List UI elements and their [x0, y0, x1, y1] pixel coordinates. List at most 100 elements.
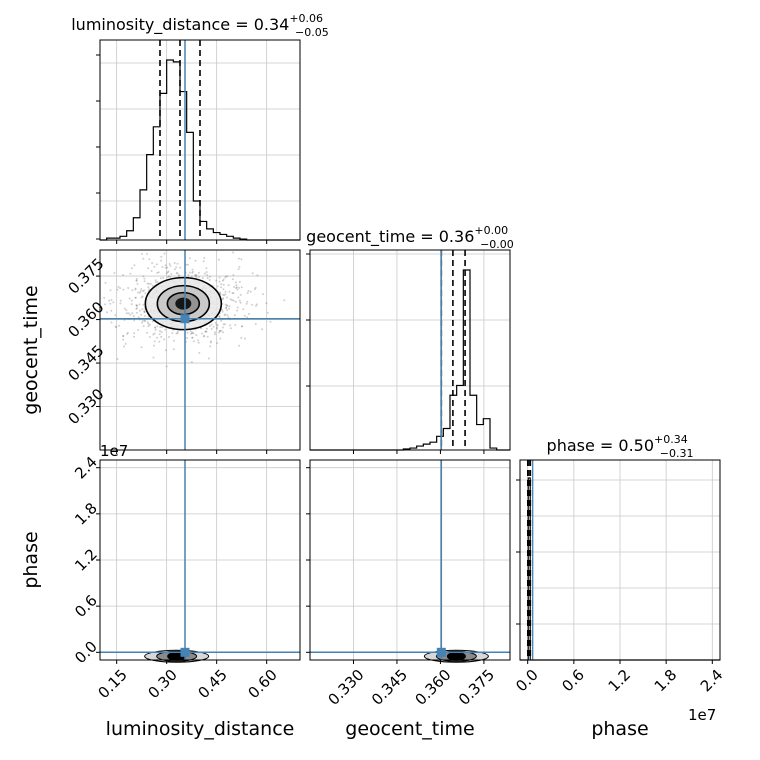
lg-scatter-point — [246, 300, 249, 303]
lg-scatter-point — [106, 311, 108, 314]
lg-scatter-point — [238, 280, 241, 283]
lp-scatter-ytick-label-4: 2.4 — [71, 453, 101, 483]
lg-scatter-point — [209, 275, 212, 278]
lg-scatter-point — [178, 274, 181, 277]
lg-scatter-point — [245, 302, 248, 305]
lg-scatter-point — [114, 325, 117, 328]
lg-scatter-point — [251, 272, 254, 275]
lg-scatter-point — [123, 307, 126, 310]
lg-scatter-point — [154, 328, 157, 331]
lg-scatter-point — [119, 302, 122, 305]
lg-scatter-point — [161, 266, 164, 268]
lg-scatter-point — [229, 298, 232, 301]
lg-scatter-point — [194, 273, 197, 276]
lg-scatter-point — [213, 333, 216, 336]
lg-scatter-point — [222, 331, 224, 334]
lg-scatter-point — [104, 281, 107, 284]
lg-scatter-point — [221, 309, 224, 311]
lg-scatter-point — [225, 306, 228, 309]
ylabel-phase: phase — [20, 531, 42, 588]
lg-scatter-point — [167, 270, 170, 273]
lg-scatter-point — [236, 309, 239, 312]
lg-scatter-point — [190, 275, 193, 278]
lg-scatter-point — [226, 304, 229, 307]
lg-scatter-point — [175, 271, 178, 274]
lg-scatter-point — [215, 327, 218, 330]
lg-scatter-point — [179, 266, 182, 269]
lg-scatter-point — [241, 325, 244, 328]
lg-scatter-point — [216, 285, 219, 288]
lg-scatter-point — [228, 305, 231, 308]
lg-scatter-point — [248, 312, 250, 315]
lg-scatter-point — [191, 331, 194, 334]
lg-scatter-point — [154, 279, 157, 282]
lg-scatter-point — [116, 288, 119, 291]
lg-scatter-point — [228, 290, 231, 293]
lg-scatter-point — [151, 320, 154, 323]
lg-scatter-point — [135, 304, 138, 307]
lg-scatter-point — [122, 334, 125, 337]
lg-scatter-point — [146, 282, 149, 285]
lg-scatter-point — [169, 275, 172, 278]
lg-scatter-point — [227, 284, 230, 287]
lg-scatter-point — [218, 330, 221, 332]
lg-scatter-point — [224, 290, 227, 293]
lg-scatter-point — [163, 338, 166, 341]
lg-scatter-point — [164, 328, 167, 331]
lg-scatter-point — [247, 289, 250, 292]
lg-scatter-point — [173, 339, 175, 342]
lg-scatter-point — [218, 331, 220, 334]
lg-scatter-point — [153, 332, 156, 335]
lg-scatter-point — [232, 251, 235, 254]
lg-scatter-point — [141, 295, 144, 298]
lg-scatter-point — [220, 329, 223, 332]
lg-scatter-point — [139, 309, 141, 312]
lg-scatter-point — [148, 258, 151, 261]
lg-scatter-point — [221, 310, 224, 313]
lg-scatter-point — [136, 307, 139, 310]
lg-scatter-point — [126, 332, 129, 335]
lg-scatter-point — [186, 337, 189, 339]
lg-scatter-point — [239, 301, 242, 304]
lg-scatter-point — [160, 255, 163, 258]
lg-scatter-point — [218, 315, 221, 318]
lg-scatter-point — [176, 332, 179, 335]
lg-scatter-point — [215, 323, 218, 326]
lg-scatter-point — [189, 271, 191, 274]
lg-scatter-point — [154, 326, 157, 329]
lg-scatter-point — [205, 267, 208, 270]
lg-scatter-point — [218, 316, 221, 318]
xlabel-phase: phase — [591, 718, 648, 740]
lg-scatter-point — [198, 351, 201, 354]
lg-scatter-point — [130, 299, 133, 302]
gp-contour-2 — [446, 651, 466, 661]
title-geocent-time: geocent_time = 0.36+0.00 −0.00 — [306, 224, 514, 251]
lg-scatter-point — [147, 286, 150, 289]
lg-scatter-point — [148, 336, 151, 338]
lg-scatter-point — [191, 336, 194, 339]
lg-scatter-point — [186, 263, 189, 266]
lg-scatter-point — [197, 341, 200, 344]
phase-hist-xtick-label-1: 0.6 — [558, 666, 588, 696]
lg-scatter-point — [191, 271, 194, 274]
lg-scatter-point — [178, 274, 181, 277]
lg-scatter-point — [173, 268, 176, 271]
lg-scatter-point — [210, 323, 213, 326]
lg-scatter-point — [194, 259, 197, 262]
lg-scatter-point — [246, 316, 249, 319]
lg-scatter-point — [168, 263, 171, 265]
lg-scatter-point — [109, 289, 112, 292]
lg-scatter-point — [197, 271, 200, 274]
lg-scatter-point — [191, 268, 194, 271]
lg-scatter-point — [135, 277, 138, 280]
lg-scatter-point — [173, 262, 176, 264]
lg-scatter-point — [135, 304, 138, 307]
lg-scatter-point — [195, 334, 198, 337]
lg-scatter-point — [165, 272, 168, 275]
lg-scatter-point — [205, 271, 208, 274]
lg-scatter-point — [235, 287, 238, 289]
lg-scatter-point — [164, 266, 167, 269]
lg-scatter-point — [140, 346, 143, 349]
lg-scatter-point — [149, 282, 152, 285]
